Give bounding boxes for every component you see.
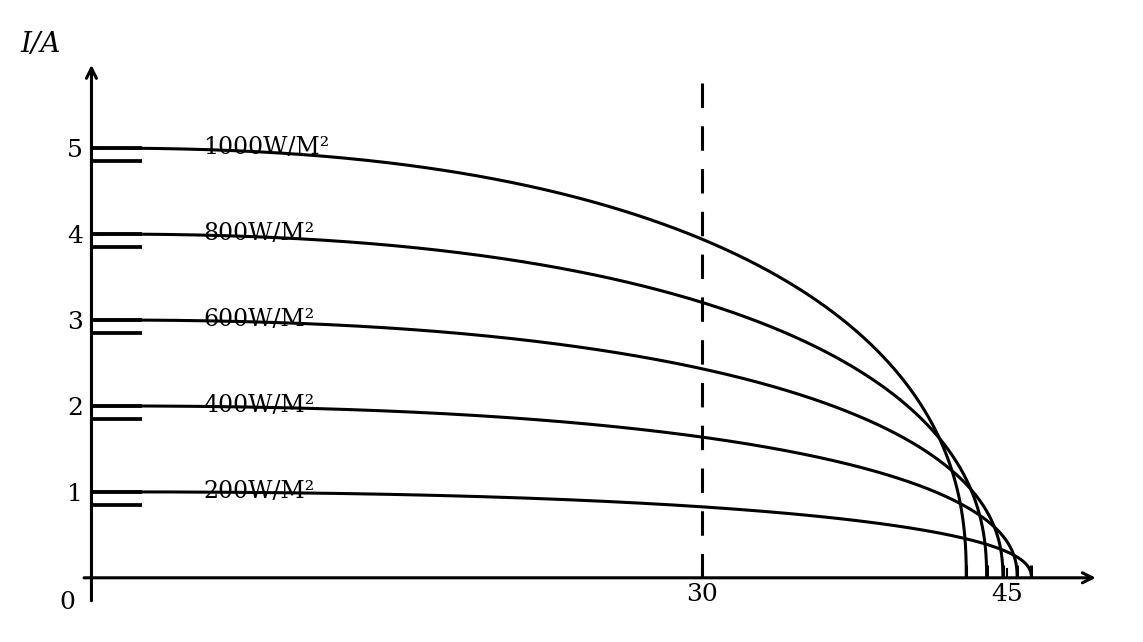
Text: 200W/M²: 200W/M² xyxy=(203,480,314,503)
Text: 600W/M²: 600W/M² xyxy=(203,308,314,331)
Text: 800W/M²: 800W/M² xyxy=(203,222,314,245)
Text: I/A: I/A xyxy=(21,31,61,58)
Text: 400W/M²: 400W/M² xyxy=(203,394,314,417)
Text: 1000W/M²: 1000W/M² xyxy=(203,136,329,159)
Text: 0: 0 xyxy=(59,591,75,614)
